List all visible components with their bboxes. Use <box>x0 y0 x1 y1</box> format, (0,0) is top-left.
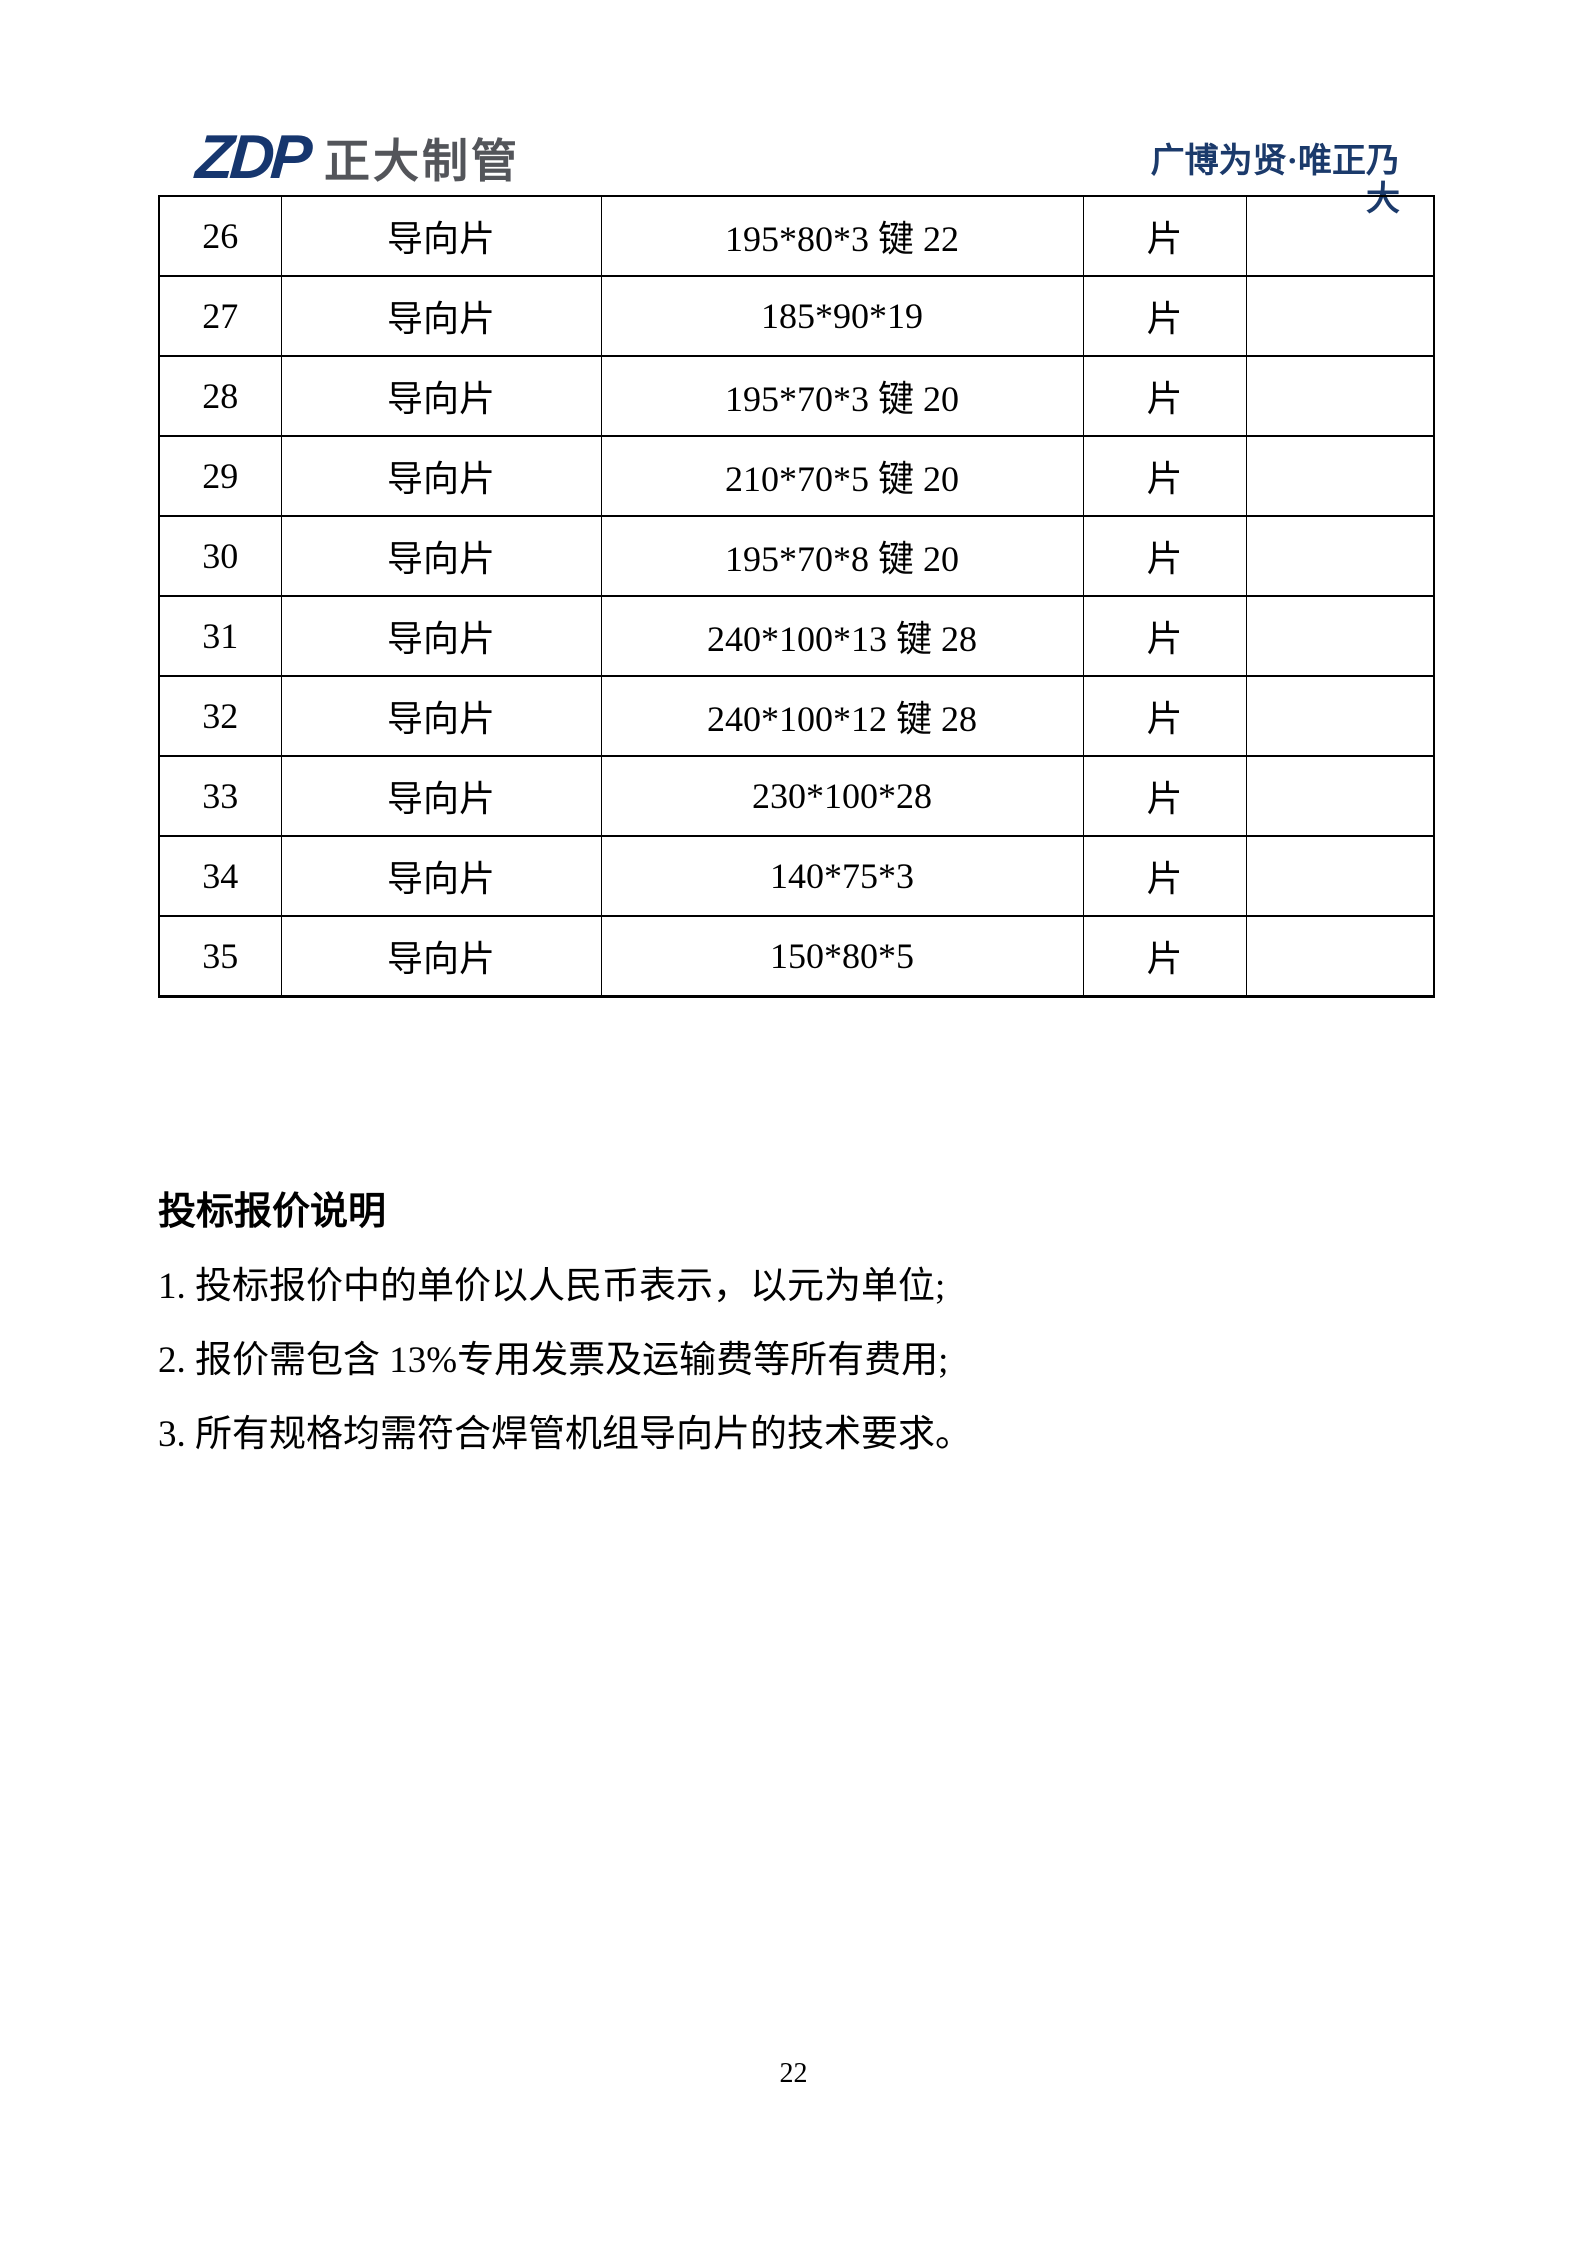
cell-name: 导向片 <box>280 275 602 357</box>
table-row: 34 导向片 140*75*3 片 <box>158 835 1435 917</box>
cell-note <box>1245 195 1435 277</box>
table-row: 28 导向片 195*70*3 键 20 片 <box>158 355 1435 437</box>
notes-title: 投标报价说明 <box>158 1191 387 1233</box>
cell-spec: 230*100*28 <box>600 755 1084 837</box>
spec-table: 26 导向片 195*80*3 键 22 片 27 导向片 185*90*19 片 28 导向片 1… <box>158 195 1435 998</box>
logo-company-name: 正大制管 <box>324 135 520 187</box>
cell-name: 导向片 <box>280 355 602 437</box>
cell-spec: 210*70*5 键 20 <box>600 435 1084 517</box>
cell-spec: 150*80*5 <box>600 915 1084 997</box>
cell-spec: 195*80*3 键 22 <box>600 195 1084 277</box>
cell-spec: 195*70*8 键 20 <box>600 515 1084 597</box>
notes-section: 投标报价说明 1. 投标报价中的单价以人民币表示，以元为单位; 2. 报价需包含… <box>158 1190 1338 1456</box>
cell-note <box>1245 355 1435 437</box>
cell-unit: 片 <box>1082 835 1247 917</box>
table-row: 35 导向片 150*80*5 片 <box>158 915 1435 997</box>
cell-number: 33 <box>158 755 282 837</box>
cell-name: 导向片 <box>280 595 602 677</box>
cell-spec: 240*100*12 键 28 <box>600 675 1084 757</box>
cell-number: 28 <box>158 355 282 437</box>
cell-spec: 140*75*3 <box>600 835 1084 917</box>
cell-number: 27 <box>158 275 282 357</box>
cell-name: 导向片 <box>280 675 602 757</box>
table-row: 26 导向片 195*80*3 键 22 片 <box>158 195 1435 277</box>
cell-number: 30 <box>158 515 282 597</box>
cell-unit: 片 <box>1082 515 1247 597</box>
cell-unit: 片 <box>1082 275 1247 357</box>
note-item: 3. 所有规格均需符合焊管机组导向片的技术要求。 <box>158 1414 972 1455</box>
cell-spec: 195*70*3 键 20 <box>600 355 1084 437</box>
cell-unit: 片 <box>1082 355 1247 437</box>
cell-name: 导向片 <box>280 195 602 277</box>
cell-name: 导向片 <box>280 435 602 517</box>
cell-note <box>1245 835 1435 917</box>
cell-number: 34 <box>158 835 282 917</box>
cell-number: 31 <box>158 595 282 677</box>
cell-name: 导向片 <box>280 515 602 597</box>
cell-unit: 片 <box>1082 675 1247 757</box>
cell-name: 导向片 <box>280 755 602 837</box>
table-row: 31 导向片 240*100*13 键 28 片 <box>158 595 1435 677</box>
cell-name: 导向片 <box>280 915 602 997</box>
spec-table-body: 26 导向片 195*80*3 键 22 片 27 导向片 185*90*19 片 28 导向片 1… <box>158 195 1435 997</box>
note-item: 2. 报价需包含 13%专用发票及运输费等所有费用; <box>158 1340 949 1381</box>
cell-number: 32 <box>158 675 282 757</box>
cell-number: 26 <box>158 195 282 277</box>
cell-note <box>1245 595 1435 677</box>
company-logo: ZDP 正大制管 <box>193 123 520 192</box>
cell-spec: 240*100*13 键 28 <box>600 595 1084 677</box>
cell-name: 导向片 <box>280 835 602 917</box>
table-row: 33 导向片 230*100*28 片 <box>158 755 1435 837</box>
cell-note <box>1245 675 1435 757</box>
table-row: 27 导向片 185*90*19 片 <box>158 275 1435 357</box>
note-item: 1. 投标报价中的单价以人民币表示，以元为单位; <box>158 1266 946 1307</box>
table-row: 30 导向片 195*70*8 键 20 片 <box>158 515 1435 597</box>
cell-note <box>1245 915 1435 997</box>
cell-unit: 片 <box>1082 435 1247 517</box>
cell-number: 35 <box>158 915 282 997</box>
cell-unit: 片 <box>1082 595 1247 677</box>
table-row: 32 导向片 240*100*12 键 28 片 <box>158 675 1435 757</box>
table-row: 29 导向片 210*70*5 键 20 片 <box>158 435 1435 517</box>
cell-note <box>1245 755 1435 837</box>
cell-unit: 片 <box>1082 195 1247 277</box>
cell-unit: 片 <box>1082 915 1247 997</box>
cell-note <box>1245 275 1435 357</box>
page-number: 22 <box>779 2058 808 2089</box>
cell-spec: 185*90*19 <box>600 275 1084 357</box>
logo-zdp-text: ZDP <box>193 123 311 192</box>
cell-note <box>1245 435 1435 517</box>
cell-note <box>1245 515 1435 597</box>
cell-unit: 片 <box>1082 755 1247 837</box>
cell-number: 29 <box>158 435 282 517</box>
